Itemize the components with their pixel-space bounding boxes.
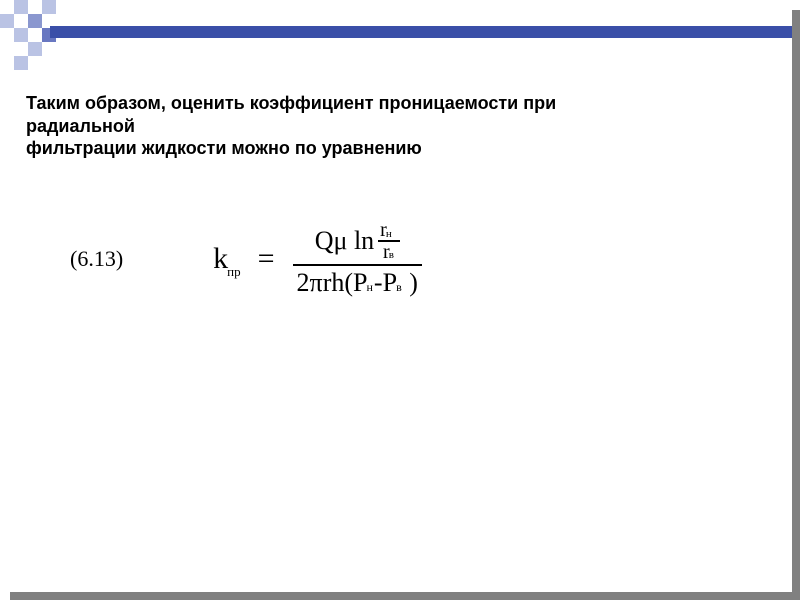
var-mu: μ <box>333 226 347 256</box>
equation-number: (6.13) <box>70 246 123 272</box>
deco-square <box>28 42 42 56</box>
intro-line-2: фильтрации жидкости можно по уравнению <box>26 138 422 158</box>
inner-num: rн <box>378 220 400 240</box>
equals-sign: = <box>258 242 275 276</box>
lhs: kпр <box>213 242 241 276</box>
intro-line-1: Таким образом, оценить коэффициент прони… <box>26 93 556 136</box>
sub-Pv: в <box>396 280 402 295</box>
intro-paragraph: Таким образом, оценить коэффициент прони… <box>26 92 666 160</box>
paren-open: ( <box>344 268 353 298</box>
sub-pr: пр <box>227 264 240 279</box>
inner-den: rв <box>381 242 397 262</box>
equation: kпр = Qμ ln rн rв 2πrh(Pн-Pв ) <box>213 220 422 298</box>
deco-square <box>0 14 14 28</box>
var-k: k <box>213 242 228 275</box>
var-h: h <box>331 268 344 298</box>
slide-shadow-right <box>792 10 800 600</box>
fn-ln: ln <box>354 226 374 256</box>
numerator: Qμ ln rн rв <box>311 220 404 264</box>
slide-shadow-bottom <box>10 592 800 600</box>
const-pi: π <box>310 268 323 298</box>
const-2: 2 <box>297 268 310 298</box>
minus: - <box>374 268 383 298</box>
var-r: r <box>323 268 332 298</box>
var-Q: Q <box>315 226 334 256</box>
var-Pv: P <box>383 268 397 298</box>
deco-square <box>14 28 28 42</box>
deco-square <box>14 0 28 14</box>
paren-close: ) <box>409 268 418 298</box>
inner-fraction: rн rв <box>378 220 400 262</box>
var-Pn: P <box>353 268 367 298</box>
sub-n: н <box>386 229 392 240</box>
header-bar <box>50 26 792 38</box>
denominator: 2πrh(Pн-Pв ) <box>293 266 422 298</box>
main-fraction: Qμ ln rн rв 2πrh(Pн-Pв ) <box>293 220 422 298</box>
deco-square <box>14 56 28 70</box>
sub-Pn: н <box>367 280 373 295</box>
deco-square <box>28 14 42 28</box>
sub-v: в <box>389 250 394 261</box>
equation-block: (6.13) kпр = Qμ ln rн rв 2π <box>70 220 590 298</box>
deco-square <box>42 0 56 14</box>
